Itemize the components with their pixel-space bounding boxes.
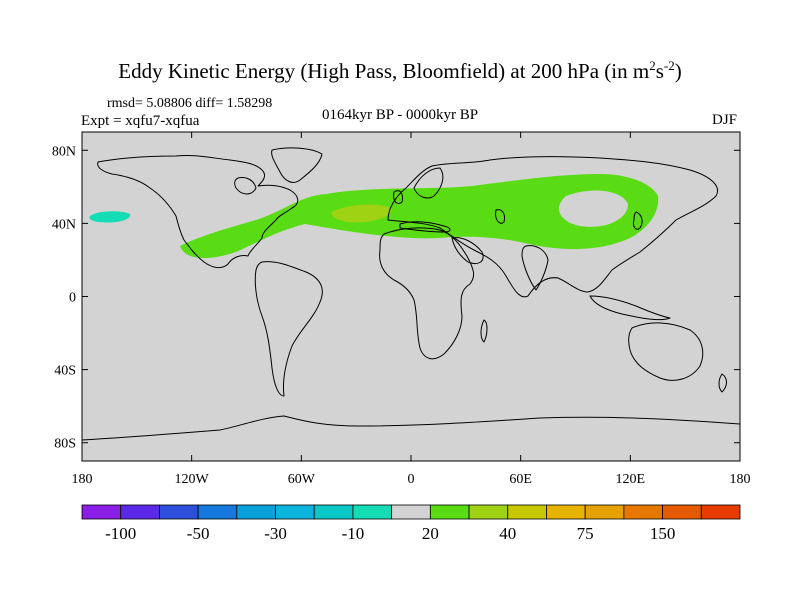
colorbar-label: 150 [650,524,676,543]
colorbar-labels: -100 -50 -30 -10 20 40 75 150 [105,524,675,543]
colorbar-swatch [584,504,625,520]
coast-hudson-bay [234,177,257,195]
colorbar-swatch [391,504,431,520]
coast-south-america [254,261,323,397]
colorbar-swatch [546,504,586,520]
colorbar-swatch [81,504,122,520]
coast-eurasia [387,156,718,298]
colorbar-label: 40 [499,524,516,543]
colorbar-swatch [352,504,393,520]
anomaly-fields [89,174,659,259]
colorbar-swatch [159,504,199,520]
coast-caspian [495,209,505,224]
lon-tick-label: 180 [72,472,93,487]
colorbar-label: -30 [264,524,287,543]
coast-india [521,245,549,291]
coast-japan [633,211,643,230]
colorbar-swatch [313,504,354,520]
colorbar-label: -100 [105,524,136,543]
colorbar [81,504,741,520]
experiment-label: Expt = xqfu7-xqfua [81,113,200,129]
field-mid-hole [558,190,628,227]
field-negative-patch [89,211,131,223]
lon-tick-label: 0 [408,472,415,487]
coast-new-zealand [718,373,727,393]
colorbar-swatch [120,504,160,520]
lon-tick-label: 120W [175,472,210,487]
season-label: DJF [712,112,738,128]
colorbar-swatch [236,504,276,520]
colorbar-label: -10 [342,524,365,543]
colorbar-swatch [662,504,702,520]
coast-indonesia [589,295,671,321]
lon-tick-label: 60W [288,472,316,487]
lat-tick-label: 40S [54,364,76,379]
coast-madagascar [480,319,488,343]
latitude-axis: 80N 40N 0 40S 80S [52,144,740,452]
colorbar-swatch [623,504,663,520]
lon-tick-label: 120E [616,472,646,487]
coast-mediterranean [399,221,451,233]
colorbar-swatch [197,504,238,520]
colorbar-swatch [468,504,509,520]
coast-greenland [271,147,323,183]
lon-tick-label: 180 [730,472,751,487]
colorbar-swatch [429,504,470,520]
lat-tick-label: 40N [52,217,76,232]
coast-north-america [97,155,299,269]
lat-tick-label: 80S [54,437,76,452]
coast-africa [379,227,475,360]
lon-tick-label: 60E [509,472,532,487]
coast-arabia [451,237,484,265]
coastlines [82,147,740,441]
stats-text: rmsd= 5.08806 diff= 1.58298 [107,96,273,111]
coast-british-isles [393,190,403,205]
plot-title: Eddy Kinetic Energy (High Pass, Bloomfie… [118,58,682,83]
coast-australia [628,322,704,381]
longitude-axis: 180 120W 60W 0 60E 120E 180 [72,132,751,487]
coast-scandinavia [413,167,444,199]
coast-antarctica [82,415,740,441]
colorbar-label: -50 [187,524,210,543]
field-positive-band [180,174,659,259]
colorbar-label: 75 [577,524,594,543]
period-label: 0164kyr BP - 0000kyr BP [322,107,479,123]
lat-tick-label: 80N [52,144,76,159]
lat-tick-label: 0 [69,291,76,306]
colorbar-label: 20 [422,524,439,543]
colorbar-swatch [700,504,741,520]
colorbar-swatch [275,504,315,520]
colorbar-swatch [507,504,547,520]
map-background [82,132,740,461]
field-strong-core [331,204,392,223]
